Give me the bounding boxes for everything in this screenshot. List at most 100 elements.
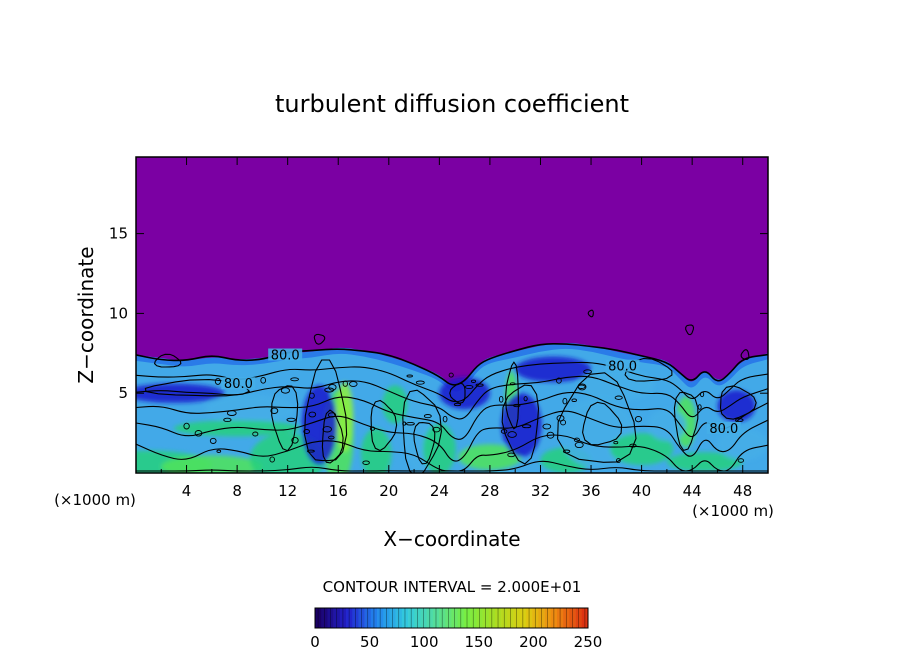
y-axis-ticks: 5 10 15: [109, 225, 768, 402]
contour-lines: [136, 309, 768, 473]
x-axis-label: X−coordinate: [383, 527, 520, 551]
contour-dot: [286, 417, 296, 422]
contour-eddy: [685, 324, 695, 336]
contour-dot: [475, 383, 484, 387]
turbulence-patch: [205, 394, 294, 424]
contour-dot: [309, 392, 315, 399]
contour-eddy: [304, 359, 348, 462]
turbulence-patch: [136, 383, 225, 403]
contour-dot: [735, 418, 744, 423]
contour-dot: [556, 377, 562, 384]
contour-label-bg: [605, 359, 640, 372]
contour-dot: [616, 458, 621, 464]
x-tick-label: 48: [733, 482, 752, 500]
x-tick-label: 8: [232, 482, 242, 500]
x-tick-label: 16: [329, 482, 348, 500]
contour-dot: [634, 415, 643, 423]
contour-dot: [216, 449, 222, 453]
contour-dot: [546, 431, 555, 439]
colorbar-frame: [314, 607, 589, 629]
contour-dot: [562, 397, 568, 405]
colorbar-tick-label: 200: [519, 633, 548, 651]
contour-dot: [405, 421, 415, 426]
contour-eddy: [321, 409, 344, 464]
x-tick-label: 20: [379, 482, 398, 500]
contour-dot: [269, 456, 275, 463]
contour-dot: [214, 377, 221, 385]
contour-label: 80.0: [608, 360, 637, 375]
contour-dot: [613, 440, 619, 445]
contour-line: [136, 375, 768, 420]
x-axis-ticks: 4 8 12 16 20 24 28 32 36 40 44 48: [160, 157, 769, 500]
contour-dot: [270, 407, 279, 414]
contour-dot: [629, 443, 637, 448]
contour-dot: [442, 415, 448, 423]
contour-dot: [509, 382, 516, 386]
contour-line: [136, 342, 768, 386]
y-axis-label: Z−coordinate: [74, 246, 98, 383]
plot-frame: [135, 156, 769, 474]
contour-label-bg: [268, 348, 303, 361]
x-tick-label: 24: [430, 482, 449, 500]
plot-area: [136, 157, 768, 473]
y-tick-label: 10: [109, 304, 128, 322]
contour-dot: [327, 412, 337, 418]
x-tick-label: 4: [182, 482, 192, 500]
contour-dot: [291, 436, 299, 444]
contour-dot: [306, 449, 315, 453]
contour-dot: [498, 395, 504, 403]
contour-dot: [464, 384, 474, 390]
contour-dot: [614, 395, 623, 400]
contour-eddy: [740, 348, 750, 361]
turbulence-patch: [423, 423, 456, 473]
y-tick-label: 5: [118, 384, 128, 402]
contour-dot: [260, 376, 267, 384]
contour-dot: [423, 414, 432, 419]
turbulence-patch: [717, 428, 768, 461]
x-tick-label: 44: [683, 482, 702, 500]
contour-line: [136, 391, 768, 440]
contour-dot: [577, 383, 587, 391]
x-tick-label: 40: [632, 482, 651, 500]
contour-dot: [560, 419, 567, 426]
colorbar: [314, 607, 589, 629]
y-tick-label: 15: [109, 225, 128, 243]
contour-dot: [209, 437, 217, 444]
turbulence-patch: [301, 385, 337, 465]
contour-dot: [573, 437, 580, 443]
x-tick-label: 12: [278, 482, 297, 500]
contour-eddy: [673, 391, 699, 452]
contour-dot: [562, 449, 571, 454]
turbulence-patch: [173, 420, 301, 437]
turbulence-patch: [666, 452, 743, 472]
contour-dot: [328, 383, 337, 391]
colorbar-tick-label: 250: [574, 633, 603, 651]
contour-dot: [571, 398, 577, 402]
contour-dot: [432, 426, 441, 433]
contour-interval-text: CONTOUR INTERVAL = 2.000E+01: [323, 578, 582, 596]
contour-dot: [453, 402, 462, 407]
contour-eddy: [153, 353, 182, 368]
colorbar-tick-label: 100: [410, 633, 439, 651]
chart-title: turbulent diffusion coefficient: [275, 90, 629, 118]
contour-label-bg: [221, 377, 256, 390]
contour-label-bg: [706, 421, 741, 434]
contour-dot: [507, 452, 516, 458]
contour-dot: [369, 426, 376, 431]
contour-dot: [252, 431, 259, 437]
contour-dot: [349, 381, 358, 387]
contour-eddy: [413, 422, 436, 465]
contour-dot: [223, 417, 232, 423]
contour-dot: [183, 422, 190, 430]
contour-dot: [737, 458, 745, 463]
contour-dot: [500, 429, 508, 434]
contour-dot: [542, 423, 552, 430]
contour-dot: [342, 380, 348, 387]
contour-dot: [280, 387, 290, 394]
colorbar-tick-label: 150: [464, 633, 493, 651]
contour-dot: [697, 404, 702, 410]
contour-dot: [328, 435, 335, 440]
contour-eddy: [582, 401, 623, 446]
contour-dot: [322, 426, 332, 433]
